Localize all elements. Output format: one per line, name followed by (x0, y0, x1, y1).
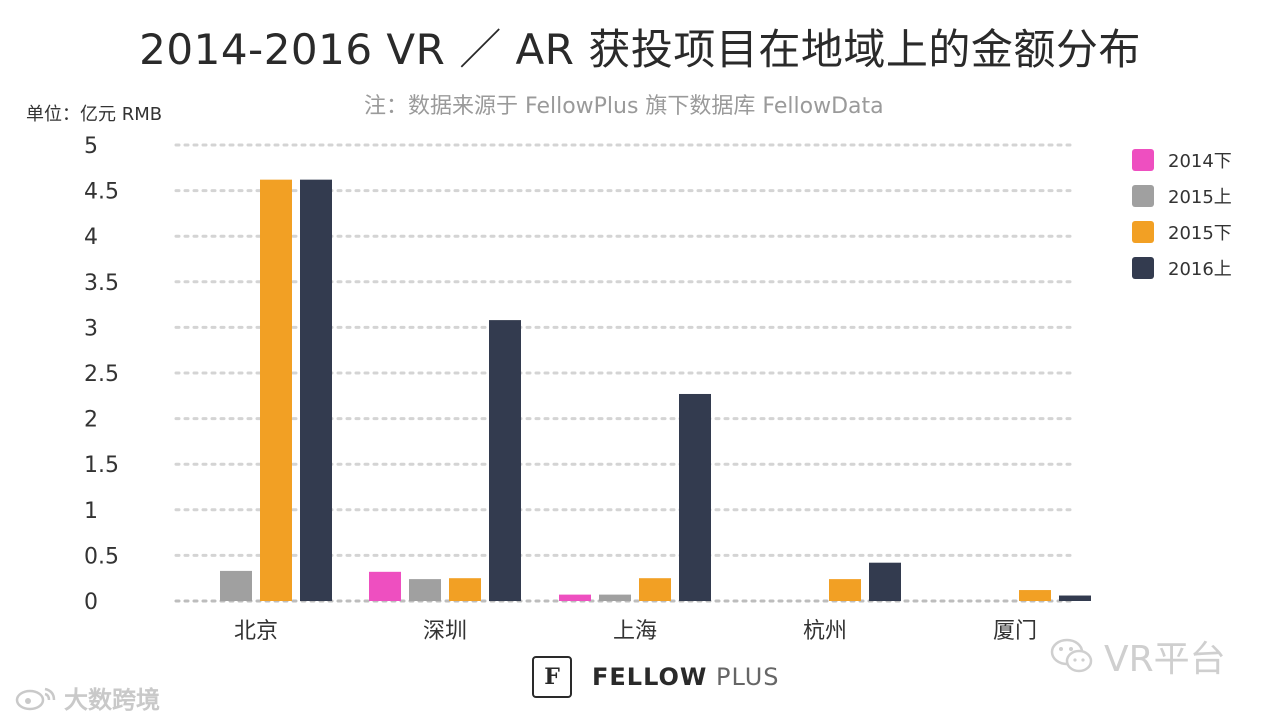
legend-swatch (1132, 149, 1154, 171)
y-tick-label: 1 (84, 499, 98, 524)
watermark-left-text: 大数跨境 (64, 686, 160, 714)
legend-swatch (1132, 257, 1154, 279)
y-tick-label: 4.5 (84, 180, 119, 205)
y-axis-unit-label: 单位：亿元 RMB (26, 104, 163, 125)
bar-上海-2015下 (639, 578, 671, 601)
bar-上海-2015上 (599, 594, 631, 601)
y-tick-label: 0 (84, 590, 98, 615)
bar-深圳-2015下 (449, 578, 481, 601)
x-tick-label: 杭州 (803, 619, 847, 644)
y-tick-label: 0.5 (84, 544, 119, 569)
y-tick-label: 3 (84, 316, 98, 341)
legend-item: 2016上 (1132, 250, 1232, 286)
x-tick-label: 上海 (613, 619, 657, 644)
bar-深圳-2014下 (369, 571, 401, 601)
brand-suffix: PLUS (716, 663, 780, 691)
bar-上海-2016上 (679, 393, 711, 601)
grid-layer (174, 143, 1078, 603)
fellowplus-logo: F (532, 656, 572, 698)
legend-item: 2014下 (1132, 142, 1232, 178)
chart-title: 2014-2016 VR ／ AR 获投项目在地域上的金额分布 (139, 25, 1141, 74)
y-tick-labels: 0 0.5 1 1.5 2 2.5 3 3.5 4 4.5 5 (84, 134, 119, 615)
brand-text: FELLOW PLUS (592, 663, 780, 691)
legend-item: 2015上 (1132, 178, 1232, 214)
watermark-big-data: 大数跨境 (14, 680, 160, 715)
footer-brand: F FELLOW PLUS (532, 656, 780, 698)
y-tick-label: 2.5 (84, 362, 119, 387)
y-tick-label: 5 (84, 134, 98, 159)
y-tick-label: 1.5 (84, 453, 119, 478)
watermark-vr-platform: VR平台 (1050, 630, 1226, 682)
bar-上海-2014下 (559, 594, 591, 601)
weibo-icon (15, 687, 56, 710)
legend-item: 2015下 (1132, 214, 1232, 250)
bar-厦门-2016上 (1059, 595, 1091, 601)
legend-label: 2016上 (1168, 259, 1232, 280)
legend-swatch (1132, 185, 1154, 207)
legend-label: 2015下 (1168, 223, 1232, 244)
legend: 2014下 2015上 2015下 2016上 (1132, 142, 1232, 286)
bars (220, 179, 1091, 601)
watermark-right-text: VR平台 (1104, 639, 1226, 680)
bar-深圳-2015上 (409, 579, 441, 601)
bar-深圳-2016上 (489, 320, 521, 601)
bar-北京-2015上 (220, 570, 252, 601)
y-tick-label: 2 (84, 408, 98, 433)
x-tick-labels: 北京 深圳 上海 杭州 厦门 (234, 619, 1037, 644)
legend-label: 2015上 (1168, 187, 1232, 208)
x-tick-label: 厦门 (993, 619, 1037, 644)
bar-杭州-2015下 (829, 579, 861, 601)
x-tick-label: 北京 (234, 619, 278, 644)
bar-北京-2015下 (260, 179, 292, 601)
bar-杭州-2016上 (869, 562, 901, 601)
legend-label: 2014下 (1168, 151, 1232, 172)
legend-swatch (1132, 221, 1154, 243)
bar-北京-2016上 (300, 179, 332, 601)
y-tick-label: 4 (84, 225, 98, 250)
bar-厦门-2015下 (1019, 590, 1051, 601)
brand-name: FELLOW (592, 663, 708, 691)
x-tick-label: 深圳 (423, 619, 467, 644)
wechat-icon (1050, 638, 1093, 673)
chart-subtitle: 注：数据来源于 FellowPlus 旗下数据库 FellowData (364, 94, 884, 119)
y-tick-label: 3.5 (84, 271, 119, 296)
